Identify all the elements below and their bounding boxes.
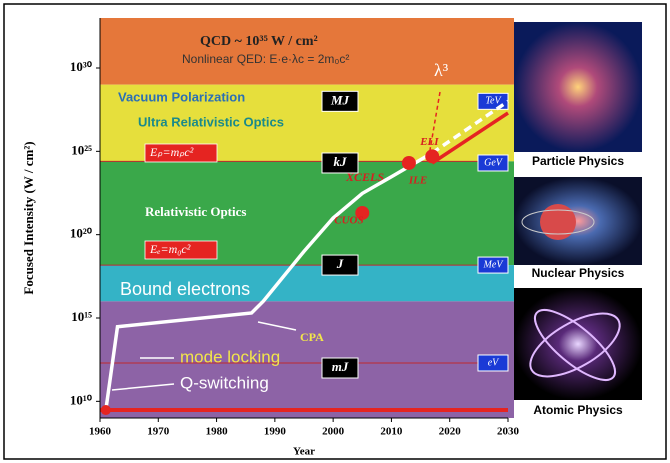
point-label: CUOS xyxy=(334,215,363,227)
unit-box xyxy=(477,154,509,172)
annotation: Eₚ=mₚc² xyxy=(149,145,194,159)
annotation: mode locking xyxy=(180,347,280,366)
y-tick-label: 10²⁰ xyxy=(70,226,93,241)
energy-box xyxy=(321,90,359,112)
unit-label: MeV xyxy=(483,259,505,270)
x-tick-label: 1960 xyxy=(89,426,112,438)
orbit xyxy=(529,312,621,378)
x-tick-label: 1970 xyxy=(147,426,170,438)
series-line xyxy=(104,151,434,411)
energy-label: kJ xyxy=(334,154,348,169)
arrow xyxy=(257,321,297,331)
energy-box xyxy=(321,254,359,276)
lambda-line xyxy=(429,91,441,151)
band xyxy=(100,18,514,85)
panel-label: Particle Physics xyxy=(532,154,624,168)
energy-label: J xyxy=(336,256,344,271)
x-tick-label: 1990 xyxy=(264,426,287,438)
unit-box xyxy=(477,256,509,274)
annotation: Nonlinear QED: E·e·λc = 2m₀c² xyxy=(182,52,349,66)
unit-label: eV xyxy=(488,357,500,368)
annotation: CPA xyxy=(300,330,324,344)
x-axis-label: Year xyxy=(293,446,315,458)
x-tick-label: 1980 xyxy=(206,426,229,438)
energy-box xyxy=(321,357,359,379)
arrow xyxy=(111,383,175,391)
y-tick-label: 10¹⁵ xyxy=(71,309,92,324)
x-tick-label: 2010 xyxy=(380,426,403,438)
particle-image xyxy=(514,22,642,152)
point-label: ILE xyxy=(408,175,427,187)
panel-label: Atomic Physics xyxy=(533,403,623,417)
arrows xyxy=(111,321,297,391)
panel-label: Nuclear Physics xyxy=(532,266,625,280)
annotation: Ultra Relativistic Optics xyxy=(138,114,284,129)
series-line xyxy=(431,99,509,155)
energy-label: mJ xyxy=(332,359,349,374)
label-box xyxy=(144,143,218,163)
y-tick-label: 10³⁰ xyxy=(70,59,93,74)
annotation: Bound electrons xyxy=(120,279,250,299)
point xyxy=(401,155,416,170)
annotation: QCD ~ 10³⁵ W / cm² xyxy=(200,34,318,49)
x-tick-label: 2030 xyxy=(497,426,520,438)
annotation: Relativistic Optics xyxy=(145,204,246,219)
band xyxy=(100,301,514,418)
annotation: Q-switching xyxy=(180,373,269,392)
point-label: ELI xyxy=(419,136,439,148)
point xyxy=(355,205,370,220)
orbit xyxy=(521,209,595,235)
annotation: λ³ xyxy=(434,60,449,80)
label-box xyxy=(144,240,218,260)
nucleus xyxy=(540,204,576,240)
panel-label-bg xyxy=(514,265,642,285)
orbit xyxy=(533,309,617,381)
energy-box xyxy=(321,152,359,174)
annotation: Vacuum Polarization xyxy=(118,89,245,104)
x-tick-label: 2020 xyxy=(439,426,462,438)
annotation: Eₑ=m₀c² xyxy=(149,242,191,256)
y-tick-label: 10²⁵ xyxy=(71,142,92,157)
nuclear-image xyxy=(514,177,642,265)
band xyxy=(100,265,514,302)
panel-label-bg xyxy=(514,400,642,420)
unit-label: GeV xyxy=(484,157,504,168)
point xyxy=(100,405,111,416)
energy-label: MJ xyxy=(330,92,350,107)
series-line xyxy=(431,111,509,165)
unit-box xyxy=(477,354,509,372)
point xyxy=(425,149,440,164)
atomic-image xyxy=(514,288,642,400)
x-tick-label: 2000 xyxy=(322,426,345,438)
panel-label-bg xyxy=(514,152,642,172)
unit-label: TeV xyxy=(485,96,502,107)
y-axis-label: Focused Intensity (W / cm²) xyxy=(21,141,36,294)
y-tick-label: 10¹⁰ xyxy=(70,392,93,407)
